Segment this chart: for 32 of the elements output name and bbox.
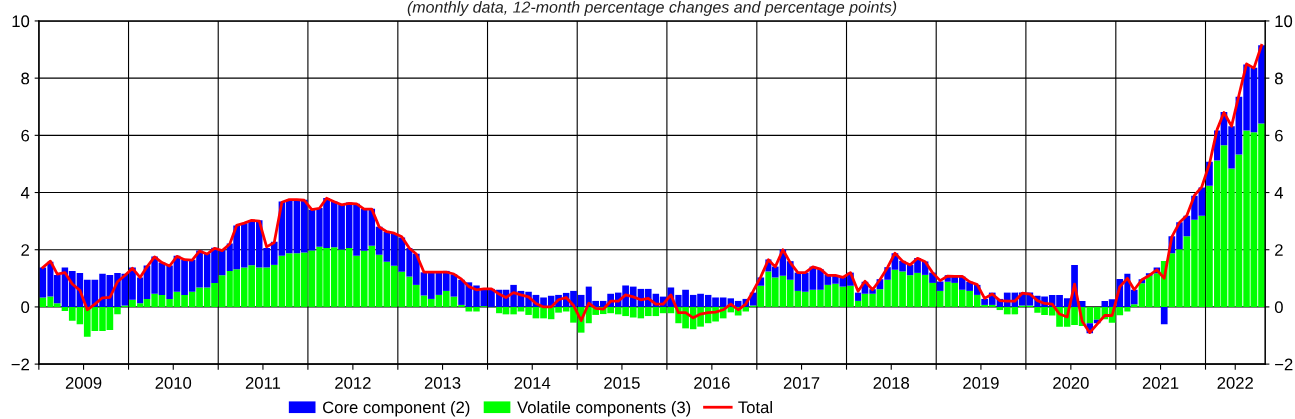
y-tick-label: 10 (12, 15, 30, 28)
x-tick-label: 2020 (1053, 377, 1089, 389)
y2-tick-label: 4 (1274, 187, 1284, 199)
y-tick-label: −2 (11, 358, 29, 371)
y-tick-label: 8 (21, 72, 30, 85)
chart-subtitle: (monthly data, 12-month percentage changes and percentage points) (407, 1, 897, 16)
x-tick-label: 2021 (1142, 377, 1179, 389)
legend-label: Total (738, 400, 772, 414)
y2-tick-label: 6 (1275, 129, 1283, 142)
x-tick-label: 2013 (424, 377, 461, 389)
y2-tick-label: 10 (1275, 15, 1293, 28)
x-tick-label: 2017 (783, 377, 820, 389)
x-tick-label: 2009 (65, 377, 102, 389)
x-tick-label: 2016 (694, 377, 730, 389)
y2-tick-label: 8 (1274, 72, 1283, 85)
x-tick-label: 2019 (963, 377, 999, 389)
legend-label: Volatile components (3) (517, 400, 691, 417)
y-tick-label: 4 (20, 187, 30, 199)
y-tick-label: 0 (21, 301, 30, 314)
x-tick-label: 2010 (155, 377, 192, 389)
x-tick-label: 2011 (245, 377, 281, 389)
x-tick-label: 2012 (335, 377, 371, 389)
y-tick-label: 2 (21, 244, 29, 256)
legend-label: Core component (2) (323, 400, 470, 417)
x-tick-label: 2014 (514, 377, 551, 389)
x-tick-label: 2015 (604, 377, 640, 389)
x-tick-label: 2022 (1217, 377, 1253, 389)
y2-tick-label: −2 (1275, 358, 1293, 371)
y2-tick-label: 2 (1275, 244, 1283, 256)
y-tick-label: 6 (21, 129, 30, 142)
y2-tick-label: 0 (1274, 301, 1283, 314)
x-tick-label: 2018 (873, 377, 910, 389)
